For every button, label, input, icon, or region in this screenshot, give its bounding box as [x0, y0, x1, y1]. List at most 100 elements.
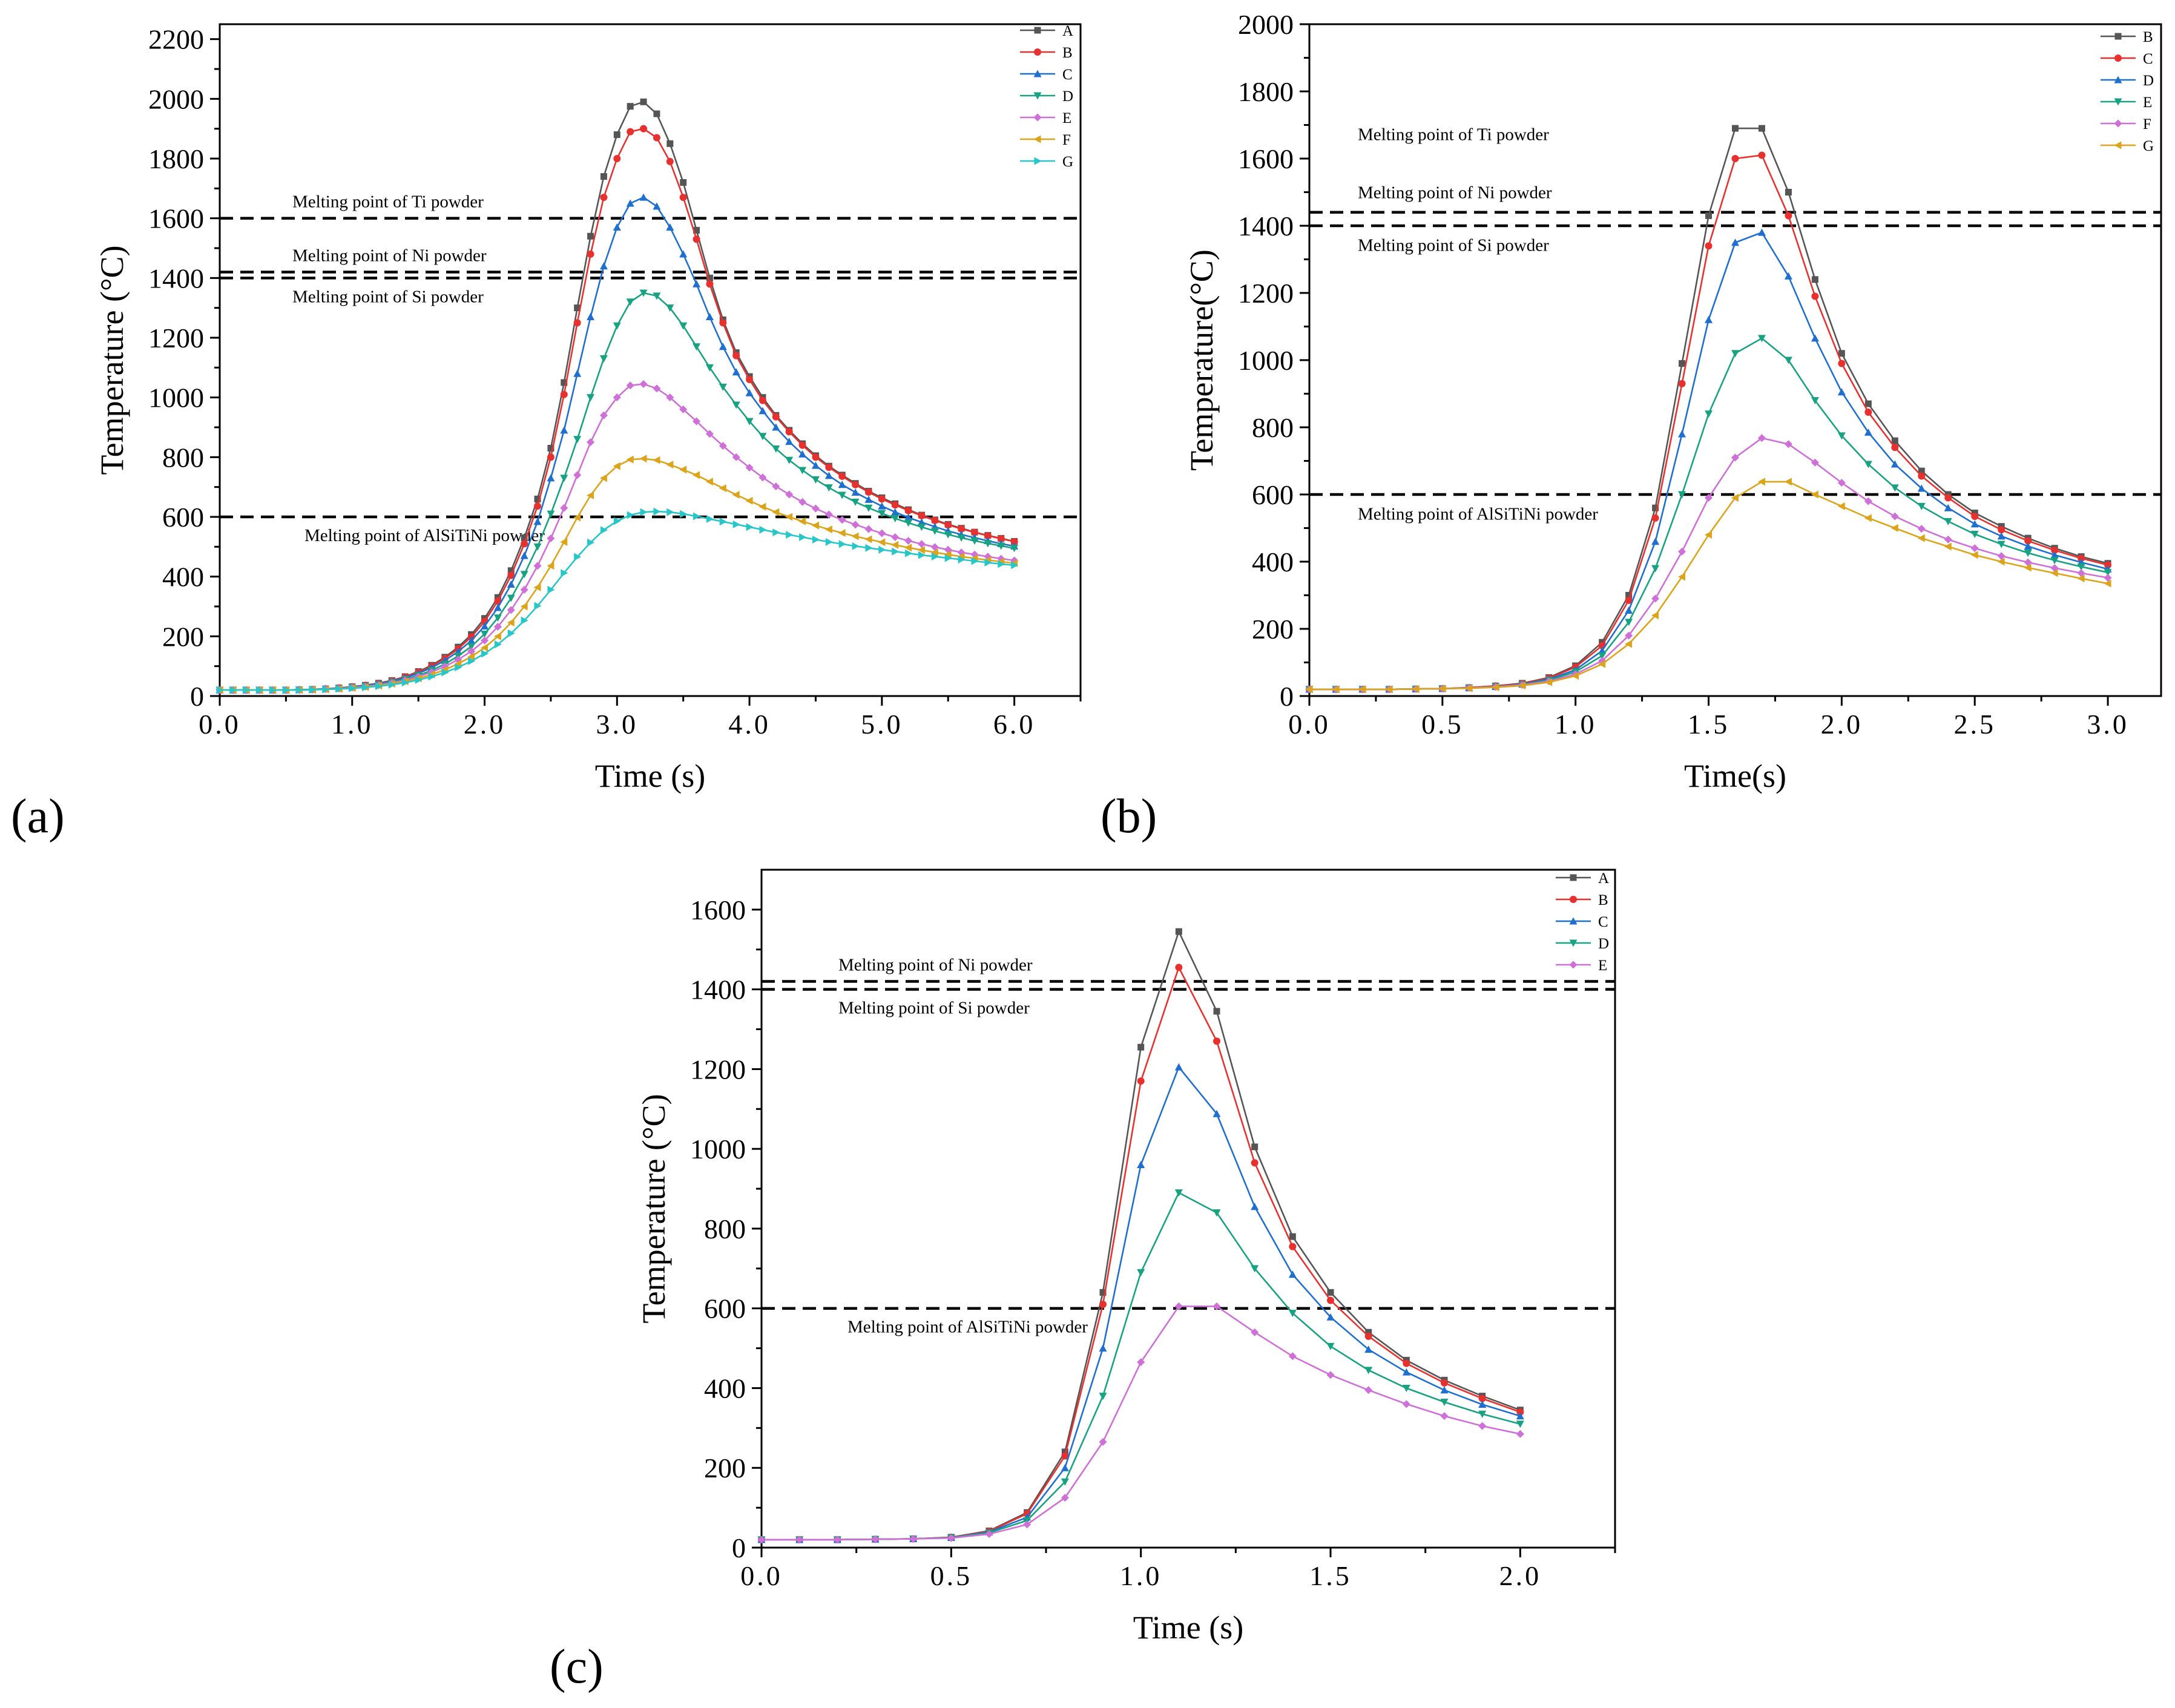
data-point — [719, 517, 727, 526]
data-point — [905, 549, 913, 557]
data-point — [680, 510, 688, 518]
data-point — [309, 686, 317, 694]
data-point — [1010, 537, 1018, 545]
data-point — [2050, 569, 2058, 577]
data-point — [1010, 545, 1019, 553]
data-point — [1625, 592, 1633, 599]
data-point — [613, 517, 621, 525]
data-point — [1402, 1400, 1410, 1408]
y-tick-label: 0 — [732, 1532, 746, 1563]
data-point — [573, 471, 582, 479]
data-point — [561, 569, 568, 577]
data-point — [521, 616, 528, 625]
data-point — [892, 547, 900, 556]
data-point — [693, 471, 700, 479]
data-point — [533, 562, 542, 570]
data-point — [1705, 531, 1713, 539]
data-point — [852, 542, 860, 550]
data-point — [1890, 512, 1899, 521]
legend-marker — [1033, 70, 1042, 77]
data-point — [574, 553, 582, 561]
legend-label-a: A — [1598, 870, 1609, 887]
data-point — [1784, 478, 1792, 486]
data-point — [1705, 494, 1713, 502]
data-point — [1784, 440, 1792, 448]
data-point — [335, 685, 343, 693]
y-tick-label: 400 — [162, 562, 204, 593]
data-point — [2050, 557, 2059, 565]
data-point — [746, 523, 754, 531]
data-point — [599, 262, 608, 270]
data-point — [758, 396, 766, 404]
data-point — [547, 445, 554, 452]
x-axis-title: Time(s) — [1684, 758, 1786, 794]
data-point — [1099, 1344, 1107, 1352]
data-point — [494, 640, 502, 649]
data-point — [1326, 1313, 1335, 1321]
data-point — [1213, 1037, 1220, 1045]
data-point — [864, 495, 873, 503]
data-point — [1364, 1345, 1373, 1353]
data-point — [626, 298, 634, 306]
data-point — [1970, 544, 1979, 553]
data-point — [627, 511, 634, 519]
data-point — [587, 250, 594, 258]
data-point — [732, 368, 740, 376]
data-point — [719, 319, 727, 327]
data-point — [401, 678, 409, 687]
data-point — [1918, 467, 1925, 475]
data-point — [2024, 563, 2032, 572]
data-point — [1516, 1421, 1524, 1428]
data-point — [534, 495, 541, 502]
data-point — [958, 556, 966, 564]
x-tick-label: 2.5 — [1953, 709, 1996, 740]
data-point — [520, 602, 528, 611]
data-point — [985, 1530, 993, 1539]
data-point — [573, 513, 581, 522]
data-point — [256, 686, 264, 694]
data-point — [878, 538, 886, 547]
data-point — [772, 482, 780, 491]
data-point — [1971, 513, 1979, 521]
data-point — [1864, 461, 1872, 468]
data-point — [1917, 484, 1926, 492]
legend-label-c: C — [1062, 67, 1073, 83]
data-point — [833, 1536, 841, 1544]
data-point — [600, 526, 608, 534]
data-point — [587, 438, 595, 447]
series-line-c — [762, 1065, 1521, 1541]
data-point — [878, 510, 886, 517]
data-point — [1918, 472, 1926, 480]
data-point — [1516, 1408, 1524, 1416]
data-point — [1061, 1463, 1069, 1471]
data-point — [653, 456, 660, 464]
data-point — [626, 381, 634, 390]
series-line-d — [1309, 231, 2108, 691]
legend-label-e: E — [1598, 957, 1607, 974]
data-point — [388, 680, 396, 689]
plot-frame — [760, 869, 1616, 1549]
data-point — [520, 585, 528, 594]
data-point — [706, 514, 714, 523]
data-point — [1679, 360, 1686, 367]
data-point — [626, 199, 634, 207]
data-point — [851, 532, 859, 540]
data-point — [799, 533, 807, 542]
data-point — [533, 543, 542, 551]
series-line-d — [220, 292, 1015, 691]
data-point — [1651, 611, 1659, 620]
data-point — [693, 235, 700, 243]
data-point — [599, 355, 608, 363]
x-tick-label: 1.5 — [1309, 1560, 1352, 1591]
data-point — [1099, 1301, 1107, 1309]
data-point — [958, 525, 966, 533]
data-point — [349, 684, 357, 692]
data-point — [547, 562, 554, 570]
data-point — [639, 289, 648, 297]
data-point — [1099, 1393, 1107, 1401]
data-point — [904, 536, 913, 545]
legend-marker — [1570, 874, 1577, 881]
data-point — [904, 507, 912, 514]
data-point — [640, 508, 648, 516]
y-tick-label: 1400 — [148, 263, 204, 294]
